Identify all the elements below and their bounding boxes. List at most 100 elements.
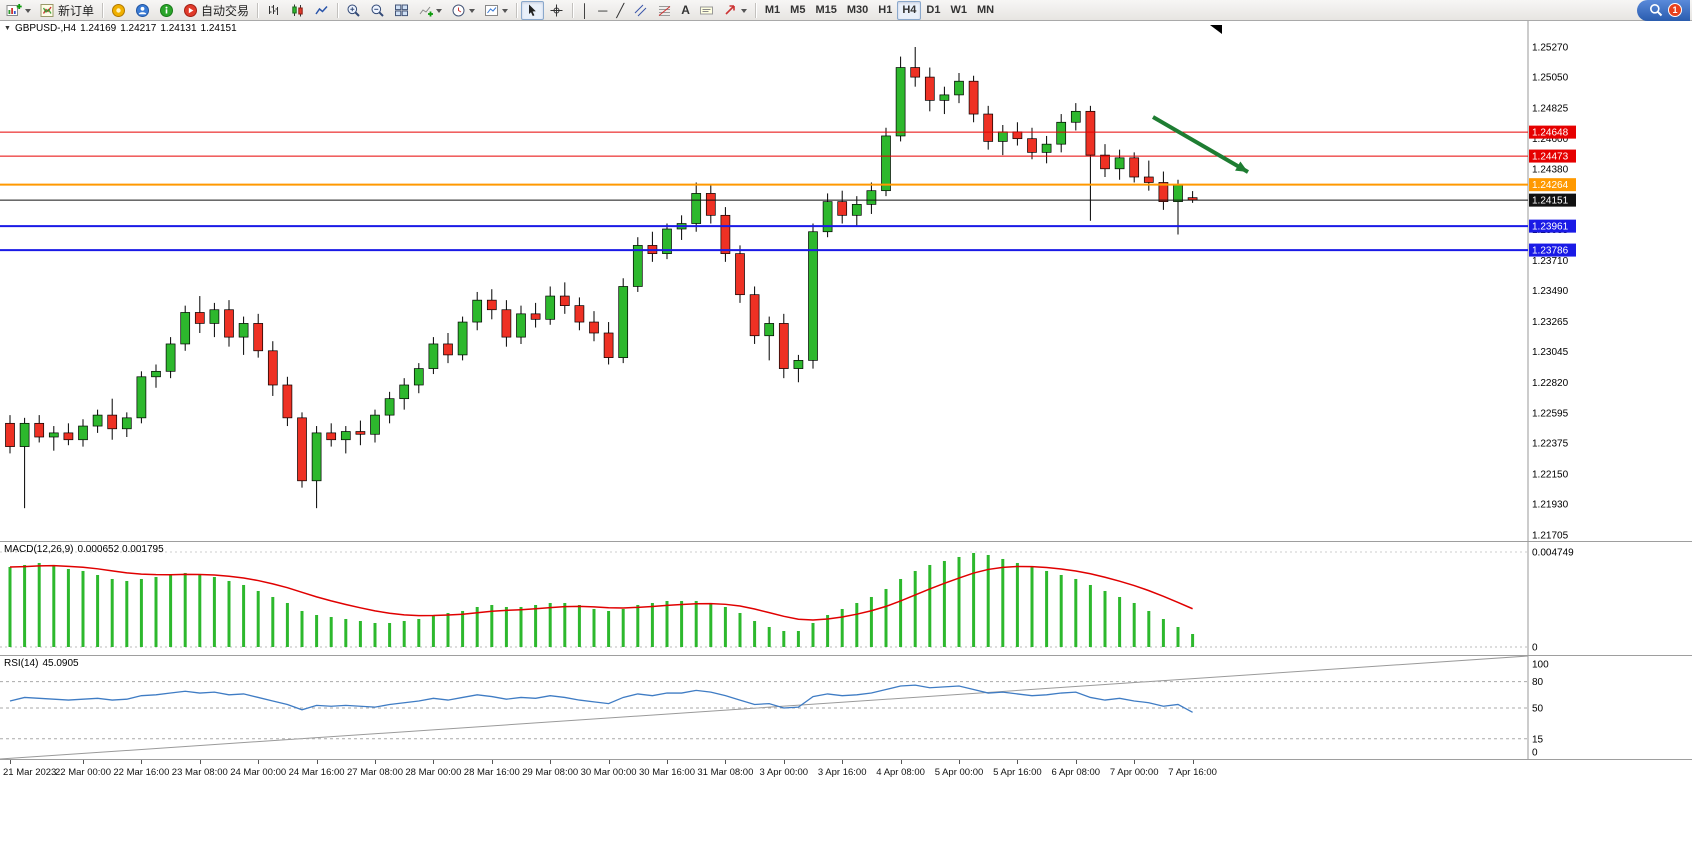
- periods-button[interactable]: [447, 1, 479, 20]
- macd-bar: [607, 610, 611, 647]
- candle: [983, 105, 994, 150]
- arrows-button[interactable]: [719, 1, 751, 20]
- candlestick-chart-button[interactable]: [286, 1, 309, 20]
- time-tick: [608, 760, 610, 764]
- candle: [1027, 127, 1037, 160]
- macd-bar: [373, 622, 377, 647]
- candle: [238, 316, 249, 355]
- indicators-button[interactable]: [414, 1, 446, 20]
- price-tick-label: 1.23490: [1532, 286, 1569, 297]
- toolbar-separator: [102, 2, 104, 18]
- timeframe-m30-button[interactable]: M30: [842, 1, 873, 20]
- candle: [924, 67, 935, 112]
- candle: [457, 316, 468, 361]
- macd-bar: [884, 588, 888, 647]
- market-button[interactable]: [107, 1, 130, 20]
- tile-windows-button[interactable]: [390, 1, 413, 20]
- candle: [618, 278, 629, 364]
- market-icon: [112, 3, 126, 17]
- candle: [282, 376, 293, 427]
- timeframe-w1-button[interactable]: W1: [945, 1, 972, 20]
- macd-bar: [446, 612, 450, 647]
- price-tick-label: 1.21930: [1532, 500, 1569, 511]
- templates-button[interactable]: [480, 1, 512, 20]
- bar-chart-icon: [269, 4, 279, 15]
- macd-title: MACD(12,26,9) 0.000652 0.001795: [4, 544, 168, 555]
- rsi-axis-label: 100: [1532, 660, 1549, 671]
- new-chart-button[interactable]: [2, 1, 35, 20]
- cursor-button[interactable]: [521, 0, 545, 20]
- rsi-axis-label: 0: [1532, 748, 1538, 759]
- community-button[interactable]: [131, 1, 154, 20]
- time-tick: [83, 760, 84, 764]
- vertical-line-button[interactable]: │: [577, 1, 593, 20]
- timeframe-h1-button[interactable]: H1: [873, 1, 897, 20]
- timeframe-d1-button[interactable]: D1: [921, 1, 945, 20]
- candle: [545, 286, 556, 325]
- candle: [808, 223, 818, 369]
- fibonacci-button[interactable]: [653, 1, 676, 20]
- macd-bar: [8, 566, 12, 647]
- candle: [1143, 160, 1154, 191]
- new-order-button[interactable]: 新订单: [36, 1, 98, 20]
- macd-bar: [242, 584, 246, 647]
- autotrading-button[interactable]: 自动交易: [179, 1, 253, 20]
- search-icon[interactable]: [1649, 3, 1663, 17]
- macd-bar: [37, 562, 41, 647]
- time-label: 22 Mar 00:00: [55, 767, 111, 778]
- candle: [837, 190, 848, 224]
- channel-button[interactable]: [629, 1, 652, 20]
- zoom-in-button[interactable]: [342, 1, 365, 20]
- community-icon: [136, 3, 150, 17]
- notification-badge[interactable]: 1: [1668, 3, 1682, 17]
- news-button[interactable]: [155, 1, 178, 20]
- crosshair-button[interactable]: [545, 1, 568, 20]
- time-label: 6 Apr 08:00: [1051, 767, 1101, 778]
- timeframe-m5-button[interactable]: M5: [785, 1, 810, 20]
- macd-canvas[interactable]: 0.004749 0: [0, 542, 1692, 655]
- trendline-button[interactable]: ╱: [612, 1, 628, 20]
- timeframe-h4-button[interactable]: H4: [897, 0, 922, 20]
- candle: [92, 409, 103, 433]
- macd-bar: [198, 574, 202, 647]
- time-axis[interactable]: 21 Mar 2023 22 Mar 00:00 22 Mar 16:00 23 Ma…: [0, 760, 1692, 785]
- horizontal-line-button[interactable]: ─: [594, 1, 611, 20]
- rsi-pane: 100 80 50 15 0 RSI(14) 45.0905: [0, 656, 1692, 760]
- candle: [209, 302, 220, 338]
- bar-chart-button[interactable]: [262, 1, 285, 20]
- chart-scroll-marker[interactable]: [1210, 25, 1222, 34]
- macd-bar: [782, 630, 786, 647]
- candle: [472, 291, 483, 331]
- macd-bar: [81, 570, 85, 647]
- price-level-flag: 1.23786: [1529, 243, 1576, 257]
- macd-bar: [125, 580, 129, 647]
- text-button[interactable]: A: [677, 1, 694, 20]
- zoom-in-icon: [347, 4, 360, 17]
- macd-bar: [738, 612, 742, 647]
- trend-arrow-annotation[interactable]: [1151, 115, 1250, 174]
- macd-bar: [96, 574, 100, 647]
- macd-bar: [52, 564, 56, 647]
- candle: [399, 378, 410, 410]
- candle: [486, 289, 497, 320]
- macd-bar: [855, 602, 859, 647]
- dropdown-caret-icon: [502, 8, 509, 16]
- macd-bar: [431, 614, 435, 647]
- candle: [574, 297, 585, 331]
- time-label: 4 Apr 08:00: [876, 767, 925, 778]
- rsi-canvas[interactable]: 100 80 50 15 0: [0, 656, 1692, 759]
- collapse-pane-icon[interactable]: ▼: [4, 25, 11, 32]
- timeframe-m1-button[interactable]: M1: [760, 1, 785, 20]
- macd-bar: [1176, 626, 1180, 647]
- zoom-out-button[interactable]: [366, 1, 389, 20]
- time-tick: [550, 760, 552, 764]
- line-chart-button[interactable]: [310, 1, 333, 20]
- macd-bar: [300, 610, 304, 647]
- new-chart-icon: [6, 3, 22, 16]
- timeframe-mn-button[interactable]: MN: [972, 1, 999, 20]
- new-order-label: 新订单: [58, 3, 95, 18]
- timeframe-m15-button[interactable]: M15: [810, 1, 841, 20]
- text-label-button[interactable]: [695, 1, 718, 20]
- price-chart-canvas[interactable]: 1.25270 1.25050 1.24825 1.24600 1.24380 1.241…: [0, 21, 1692, 541]
- candle: [676, 215, 687, 240]
